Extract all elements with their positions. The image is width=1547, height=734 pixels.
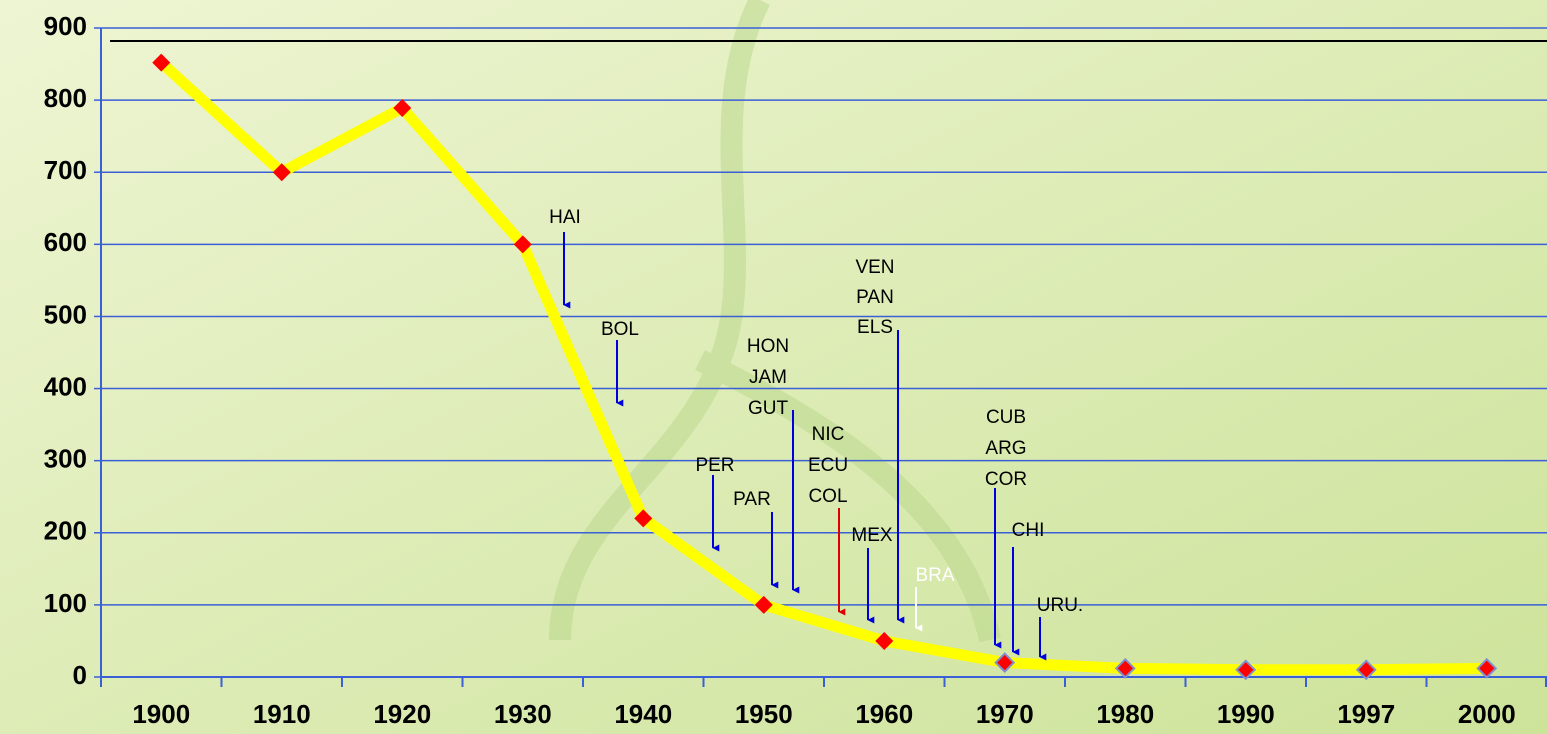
annotation-text: PAN [856, 287, 894, 308]
data-point [754, 595, 773, 614]
annotation-text: COR [985, 469, 1027, 490]
y-tick-label: 400 [44, 371, 87, 401]
y-tick-label: 100 [44, 588, 87, 618]
data-point [1235, 659, 1257, 681]
annotation-text: BOL [601, 319, 639, 340]
x-tick-label: 1990 [1217, 699, 1275, 729]
annotation-text: VEN [855, 257, 894, 278]
annotation-text: GUT [748, 398, 789, 419]
x-tick-label: 1910 [253, 699, 311, 729]
y-tick-label: 200 [44, 516, 87, 546]
y-tick-label: 900 [44, 11, 87, 41]
annotation-text: URU. [1037, 595, 1083, 616]
annotation-text: ECU [808, 455, 848, 476]
annotation-text: ARG [985, 438, 1026, 459]
annotation-text: ELS [857, 317, 893, 338]
annotation-text: CHI [1012, 520, 1045, 541]
y-tick-label: 800 [44, 83, 87, 113]
annotation-text: BRA [915, 565, 954, 586]
x-tick-label: 1997 [1337, 699, 1395, 729]
annotation-text: HON [747, 336, 789, 357]
background-swirl [549, 0, 1001, 643]
data-point [1355, 659, 1377, 681]
y-tick-label: 600 [44, 227, 87, 257]
annotation-text: HAI [549, 207, 581, 228]
data-point [1114, 657, 1136, 679]
x-tick-label: 1970 [976, 699, 1034, 729]
y-tick-label: 500 [44, 299, 87, 329]
data-point [272, 163, 291, 182]
y-tick-label: 0 [73, 660, 87, 690]
data-point [152, 53, 171, 72]
x-tick-label: 2000 [1458, 699, 1516, 729]
annotation-text: MEX [851, 525, 893, 546]
annotation-text: PAR [733, 489, 771, 510]
x-tick-label: 1960 [855, 699, 913, 729]
x-tick-label: 1980 [1096, 699, 1154, 729]
data-point [634, 509, 653, 528]
x-tick-label: 1940 [614, 699, 672, 729]
annotation-text: NIC [812, 424, 845, 445]
annotation-text: PER [695, 455, 734, 476]
x-tick-label: 1950 [735, 699, 793, 729]
data-point [393, 99, 412, 118]
x-tick-label: 1930 [494, 699, 552, 729]
data-point [513, 235, 532, 254]
annotation-text: JAM [749, 367, 787, 388]
annotation-text: COL [808, 486, 847, 507]
data-point [994, 652, 1016, 673]
x-tick-label: 1920 [373, 699, 431, 729]
data-point [1476, 657, 1498, 679]
data-point [875, 631, 894, 650]
x-tick-label: 1900 [132, 699, 190, 729]
y-tick-label: 300 [44, 444, 87, 474]
series-line [155, 57, 1493, 676]
y-tick-label: 700 [44, 155, 87, 185]
annotation-text: CUB [986, 407, 1026, 428]
